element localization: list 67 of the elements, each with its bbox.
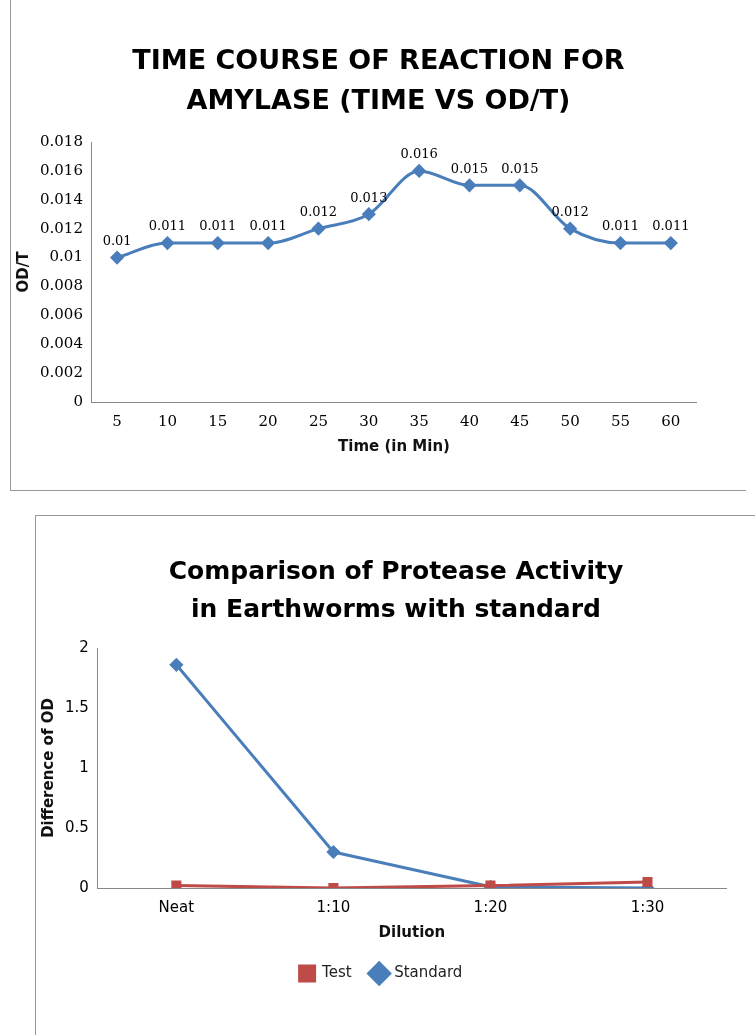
x-tick-label: 20	[258, 411, 278, 430]
point	[513, 178, 527, 192]
y-tick-label: 0.004	[39, 334, 83, 353]
x-tick-label: 55	[610, 411, 631, 430]
point	[462, 178, 476, 192]
data-label: 0.011	[148, 218, 187, 234]
data-label: 0.011	[652, 218, 690, 234]
data-label: 0.015	[501, 160, 539, 176]
point	[642, 876, 653, 888]
y-tick-label: 0.016	[39, 160, 83, 179]
data-label: 0.011	[249, 218, 287, 234]
x-tick-label: Neat	[158, 897, 195, 916]
data-label: 0.012	[551, 204, 589, 220]
x-tick-label: 15	[208, 411, 228, 430]
point	[412, 164, 426, 178]
point	[160, 236, 174, 250]
x-tick-label: 45	[510, 411, 530, 430]
y-tick-label: 0.006	[39, 305, 83, 324]
y-tick-label: 0.014	[39, 189, 83, 208]
y-tick-label: 0.01	[49, 247, 83, 266]
y-axis-title: OD/T	[13, 250, 32, 293]
point	[211, 236, 225, 250]
x-tick-label: 30	[359, 411, 379, 430]
x-axis-title: Time (in Min)	[338, 436, 450, 455]
point	[326, 845, 340, 859]
point	[171, 880, 182, 888]
point	[169, 658, 183, 672]
x-tick-label: 50	[560, 411, 580, 430]
x-axis-title: Dilution	[378, 922, 446, 941]
point	[311, 222, 325, 236]
y-tick-label: 0.5	[65, 817, 89, 836]
x-tick-label: 1:10	[316, 897, 351, 916]
data-label: 0.01	[102, 232, 132, 248]
point	[261, 236, 275, 250]
y-tick-label: 0.018	[39, 131, 83, 150]
data-label: 0.013	[350, 189, 388, 205]
x-tick-label: 35	[409, 411, 429, 430]
x-tick-label: 5	[112, 411, 122, 430]
data-label: 0.015	[450, 160, 489, 176]
y-axis-title: Difference of OD	[38, 698, 57, 838]
x-tick-label: 10	[157, 411, 177, 430]
point	[110, 251, 124, 265]
y-tick-label: 0	[79, 877, 89, 896]
y-tick-label: 1	[79, 757, 89, 776]
y-tick-label: 0.002	[39, 363, 83, 381]
data-label: 0.016	[400, 146, 438, 162]
legend-label: Standard	[394, 963, 463, 982]
chart-title: Comparison of Protease Activity in Earthworms with standard	[167, 555, 625, 625]
chart-title: TIME COURSE OF REACTION FOR AMYLASE (TIME VS OD/T)	[131, 43, 626, 117]
y-tick-label: 2	[79, 637, 89, 656]
point	[563, 222, 577, 236]
y-tick-label: 0.012	[39, 218, 83, 237]
x-tick-label: 60	[661, 411, 681, 430]
y-tick-label: 0	[73, 391, 83, 410]
point	[362, 207, 376, 221]
y-tick-label: 1.5	[65, 697, 89, 716]
x-tick-label: 25	[308, 411, 329, 430]
y-tick-label: 0.008	[39, 276, 83, 295]
data-label: 0.012	[299, 204, 338, 220]
point	[613, 236, 627, 250]
data-label: 0.011	[601, 218, 640, 234]
legend-label: Test	[321, 963, 352, 982]
point	[664, 236, 678, 250]
x-tick-label: 40	[459, 411, 480, 430]
x-tick-label: 1:30	[630, 897, 665, 916]
data-label: 0.011	[199, 218, 237, 234]
x-tick-label: 1:20	[473, 897, 508, 916]
